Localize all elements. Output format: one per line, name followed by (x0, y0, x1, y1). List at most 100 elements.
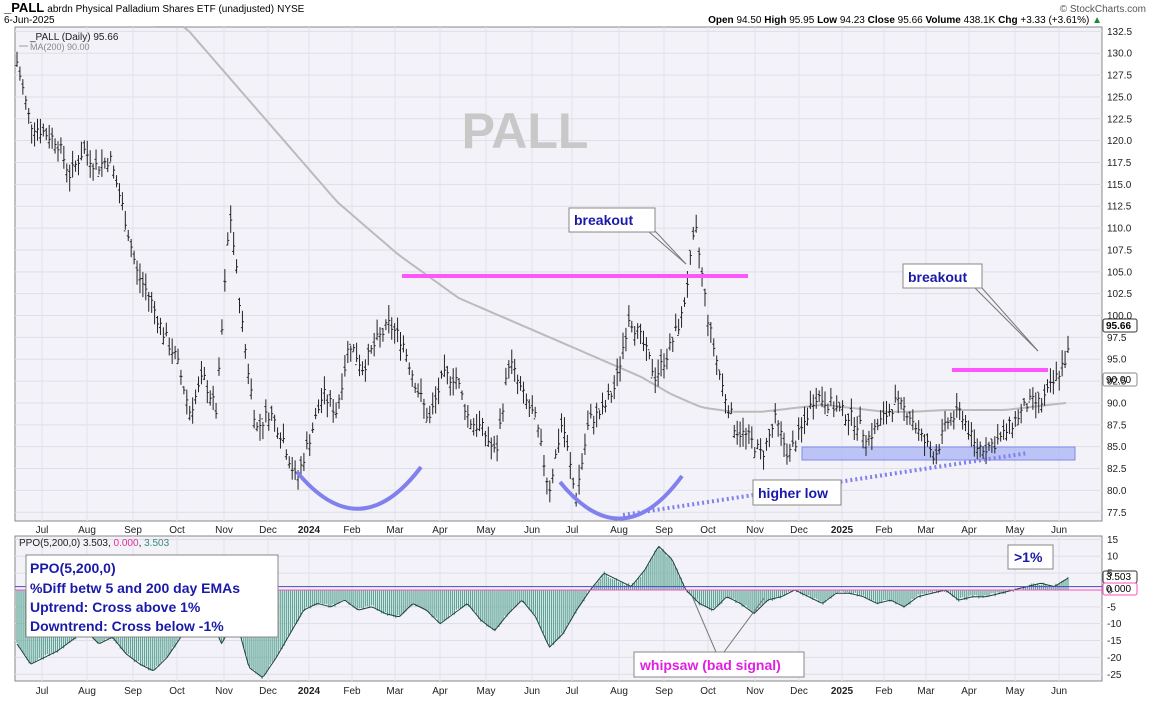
ppo-y-tick: -25 (1107, 670, 1122, 681)
price-bar (47, 124, 51, 149)
price-bar (141, 271, 145, 298)
price-bar (653, 367, 657, 394)
price-bar (91, 163, 95, 181)
price-bar (770, 423, 774, 438)
price-bar (495, 435, 499, 462)
price-bar (147, 291, 151, 312)
price-bar (1002, 419, 1006, 440)
price-bar (817, 390, 821, 403)
price-bar (299, 456, 303, 475)
price-bar (214, 402, 218, 419)
price-bar (674, 313, 678, 332)
price-bar (378, 327, 382, 348)
price-bar (873, 419, 877, 435)
price-x-tick: May (1006, 525, 1025, 536)
price-x-tick: Aug (78, 525, 96, 536)
ppo-legend: PPO(5,200,0) 3.503, 0.000, 3.503 (19, 538, 170, 549)
price-bar (893, 384, 897, 405)
price-bar (568, 452, 572, 480)
price-bar (237, 297, 241, 314)
price-bar (1034, 392, 1038, 419)
price-bar (106, 157, 110, 173)
price-x-tick: Mar (917, 525, 935, 536)
price-y-tick: 117.5 (1107, 158, 1132, 169)
price-bar (428, 405, 432, 424)
price-bar (621, 332, 625, 360)
price-bar (1066, 335, 1070, 353)
price-bar (706, 314, 710, 337)
price-bar (387, 305, 391, 334)
price-bar (961, 410, 965, 430)
price-bar (62, 145, 66, 169)
price-bar (715, 355, 719, 376)
last-price-tag-text: 95.66 (1106, 321, 1131, 332)
price-bar (258, 413, 262, 441)
price-bar (156, 315, 160, 334)
price-bar (668, 333, 672, 351)
price-bar (747, 424, 751, 444)
price-x-tick: Sep (124, 525, 142, 536)
ohlc-chg-value: +3.33 (+3.61%) (1020, 15, 1089, 26)
price-bar (969, 422, 973, 447)
price-bar (934, 444, 938, 465)
ppo-x-tick: Sep (124, 686, 142, 697)
price-bar (144, 273, 148, 301)
price-y-tick: 120.0 (1107, 136, 1132, 147)
price-bar (905, 412, 909, 425)
price-bar (79, 141, 83, 161)
price-y-tick: 80.0 (1107, 486, 1127, 497)
price-bar (870, 422, 874, 450)
price-bar (18, 66, 22, 81)
price-bar (21, 79, 25, 95)
ma-200-line (155, 26, 1067, 413)
price-bar (814, 387, 818, 409)
price-bar (173, 345, 177, 360)
price-bar (917, 420, 921, 441)
breakout-label-1: breakout (574, 212, 633, 228)
price-bar (138, 263, 142, 294)
price-bar (287, 456, 291, 469)
price-bar (990, 438, 994, 453)
price-bar (861, 429, 865, 449)
price-y-tick: 122.5 (1107, 114, 1132, 125)
price-bar (352, 344, 356, 353)
price-bar (375, 319, 379, 341)
header-date: 6-Jun-2025 (4, 15, 55, 26)
price-bar (176, 348, 180, 365)
price-bar (542, 454, 546, 477)
price-bar (273, 414, 277, 432)
price-x-tick: 2025 (831, 525, 854, 536)
price-bar (504, 367, 508, 386)
price-bar (53, 138, 57, 154)
price-bar (267, 412, 271, 431)
price-bar (401, 335, 405, 353)
whipsaw-label: whipsaw (bad signal) (639, 657, 781, 673)
price-bar (419, 378, 423, 403)
price-bar (246, 363, 250, 385)
price-bar (85, 140, 89, 166)
price-bar (182, 386, 186, 395)
price-y-tick: 97.5 (1107, 333, 1127, 344)
price-bar (656, 359, 660, 387)
price-bar (1046, 379, 1050, 393)
price-bar (480, 417, 484, 437)
price-bar (767, 428, 771, 448)
ppo-last-tag-text: 3.503 (1106, 572, 1131, 583)
price-bar (908, 411, 912, 425)
price-bar (618, 356, 622, 382)
price-bar (475, 414, 479, 437)
price-bar (759, 438, 763, 460)
price-bar (346, 340, 350, 364)
gt1-label: >1% (1014, 549, 1043, 565)
header-name: abrdn Physical Palladium Shares ETF (una… (47, 4, 274, 15)
price-x-tick: Nov (215, 525, 233, 536)
price-y-tick: 102.5 (1107, 289, 1132, 300)
price-bar (636, 323, 640, 339)
price-bar (902, 396, 906, 421)
price-bar (431, 392, 435, 415)
price-bar (185, 389, 189, 415)
price-bar (911, 409, 915, 431)
price-y-tick: 92.5 (1107, 377, 1127, 388)
price-bar (1019, 403, 1023, 424)
price-x-tick: Apr (961, 525, 977, 536)
